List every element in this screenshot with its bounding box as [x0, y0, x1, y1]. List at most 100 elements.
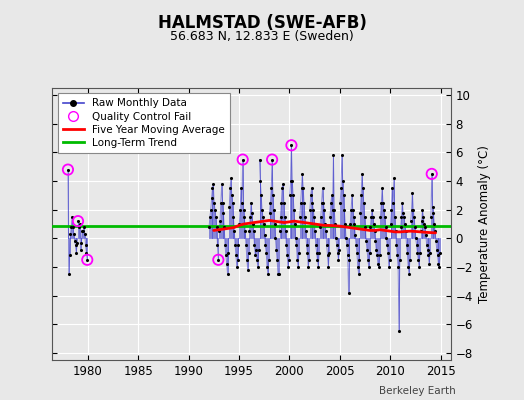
- Point: [255, 246, 263, 253]
- Point: [343, 242, 351, 249]
- Point: [275, 271, 283, 277]
- Point: [281, 228, 290, 234]
- Point: [341, 221, 350, 227]
- Point: [249, 228, 258, 234]
- Point: [77, 240, 85, 246]
- Point: [73, 240, 81, 246]
- Point: [310, 214, 318, 220]
- Point: [344, 252, 352, 259]
- Point: [296, 214, 304, 220]
- Point: [307, 192, 315, 198]
- Point: [418, 218, 426, 224]
- Point: [262, 250, 270, 256]
- Point: [336, 199, 344, 206]
- Point: [395, 328, 403, 334]
- Point: [227, 192, 236, 198]
- Point: [418, 206, 427, 213]
- Point: [64, 166, 72, 173]
- Point: [245, 228, 254, 234]
- Point: [69, 224, 77, 230]
- Point: [340, 192, 348, 198]
- Point: [67, 224, 75, 230]
- Point: [397, 224, 405, 230]
- Point: [235, 221, 244, 227]
- Point: [327, 199, 335, 206]
- Point: [426, 250, 434, 256]
- Point: [409, 206, 418, 213]
- Point: [214, 256, 223, 263]
- Point: [309, 206, 318, 213]
- Point: [305, 256, 313, 263]
- Point: [390, 175, 398, 181]
- Point: [403, 250, 411, 256]
- Point: [386, 221, 395, 227]
- Point: [422, 232, 430, 239]
- Point: [433, 252, 442, 259]
- Point: [74, 218, 82, 224]
- Point: [268, 156, 276, 163]
- Point: [368, 206, 376, 213]
- Point: [362, 238, 370, 244]
- Point: [359, 199, 368, 206]
- Point: [433, 246, 441, 253]
- Point: [254, 264, 262, 270]
- Point: [258, 206, 266, 213]
- Point: [81, 231, 89, 237]
- Point: [316, 224, 324, 230]
- Point: [406, 256, 414, 263]
- Point: [230, 214, 238, 220]
- Point: [295, 250, 303, 256]
- Point: [287, 178, 295, 184]
- Point: [265, 209, 274, 216]
- Point: [427, 214, 435, 220]
- Point: [290, 206, 298, 213]
- Point: [216, 199, 225, 206]
- Point: [83, 256, 92, 263]
- Point: [261, 242, 269, 249]
- Point: [285, 256, 293, 263]
- Point: [79, 228, 88, 234]
- Point: [337, 152, 346, 158]
- Point: [241, 228, 249, 234]
- Point: [228, 199, 237, 206]
- Point: [398, 199, 407, 206]
- Point: [432, 238, 440, 244]
- Point: [242, 242, 250, 249]
- Point: [288, 178, 297, 184]
- Point: [272, 246, 280, 253]
- Point: [312, 242, 320, 249]
- Point: [380, 214, 389, 220]
- Point: [64, 271, 73, 277]
- Point: [346, 221, 354, 227]
- Point: [216, 218, 224, 224]
- Point: [333, 242, 341, 249]
- Point: [238, 156, 247, 163]
- Point: [400, 214, 408, 220]
- Point: [322, 228, 330, 234]
- Point: [312, 250, 321, 256]
- Point: [291, 221, 299, 227]
- Point: [250, 242, 259, 249]
- Point: [271, 235, 280, 242]
- Point: [387, 206, 396, 213]
- Point: [270, 221, 279, 227]
- Legend: Raw Monthly Data, Quality Control Fail, Five Year Moving Average, Long-Term Tren: Raw Monthly Data, Quality Control Fail, …: [58, 93, 230, 153]
- Point: [301, 228, 310, 234]
- Point: [273, 256, 281, 263]
- Point: [68, 214, 77, 220]
- Point: [64, 166, 72, 173]
- Point: [376, 252, 384, 259]
- Point: [331, 221, 340, 227]
- Point: [302, 242, 311, 249]
- Point: [222, 252, 230, 259]
- Point: [278, 185, 287, 192]
- Y-axis label: Temperature Anomaly (°C): Temperature Anomaly (°C): [478, 145, 492, 303]
- Point: [322, 242, 331, 249]
- Point: [282, 242, 291, 249]
- Point: [223, 271, 232, 277]
- Point: [329, 206, 337, 213]
- Point: [373, 252, 381, 259]
- Text: HALMSTAD (SWE-AFB): HALMSTAD (SWE-AFB): [158, 14, 366, 32]
- Point: [361, 214, 369, 220]
- Point: [424, 252, 433, 259]
